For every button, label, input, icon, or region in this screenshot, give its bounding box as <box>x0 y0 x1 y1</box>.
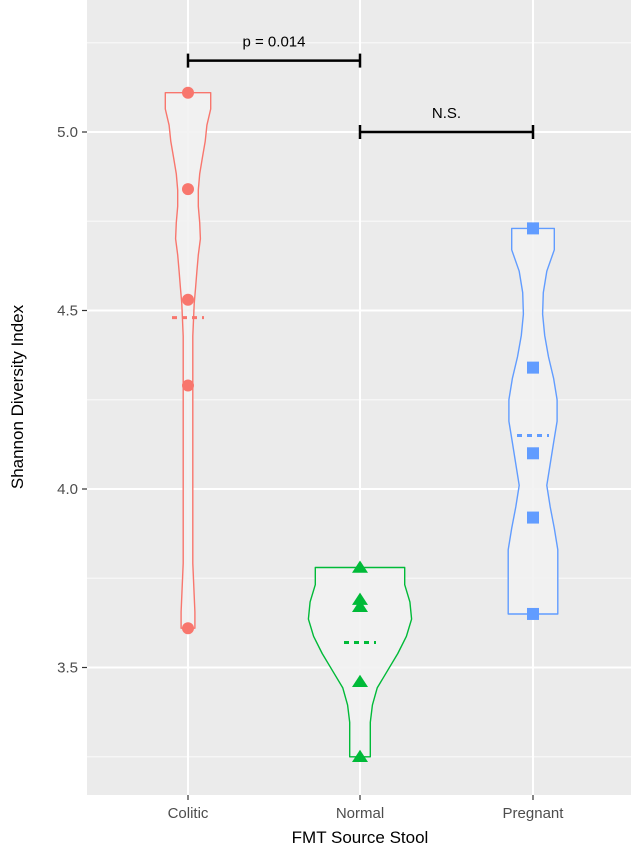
annotation-layer: p = 0.014 N.S. <box>186 34 535 139</box>
violin-colitic <box>164 92 212 629</box>
significance-label: p = 0.014 <box>243 34 306 51</box>
data-point <box>527 607 539 620</box>
point-layer <box>182 86 539 762</box>
y-tick-label: 5.0 <box>57 124 78 141</box>
violin-pregnant <box>507 227 559 615</box>
data-point <box>352 560 368 573</box>
x-tick-label: Normal <box>336 805 384 822</box>
significance-label: N.S. <box>432 105 461 122</box>
data-point <box>182 293 194 306</box>
data-point <box>352 599 368 613</box>
data-point <box>527 447 539 460</box>
x-axis-title: FMT Source Stool <box>292 828 429 847</box>
data-point <box>352 674 368 688</box>
data-point <box>182 86 194 99</box>
y-tick-label: 4.5 <box>57 303 78 320</box>
y-tick-label: 4.0 <box>57 481 78 498</box>
data-point <box>527 222 539 235</box>
data-point <box>527 361 539 374</box>
data-point <box>352 749 368 762</box>
data-point <box>352 592 368 605</box>
violin-normal <box>307 566 413 758</box>
data-point <box>182 379 194 392</box>
data-point <box>182 622 194 635</box>
data-point <box>182 183 194 196</box>
x-tick-label: Pregnant <box>503 805 565 822</box>
y-tick-label: 3.5 <box>57 660 78 677</box>
x-tick-label: Colitic <box>168 805 209 822</box>
violin-layer <box>164 92 559 758</box>
y-axis-title: Shannon Diversity Index <box>8 304 27 489</box>
axis-layer: 3.5 4.0 4.5 5.0 Colitic Normal Pregnant <box>57 124 564 822</box>
data-point <box>527 511 539 524</box>
